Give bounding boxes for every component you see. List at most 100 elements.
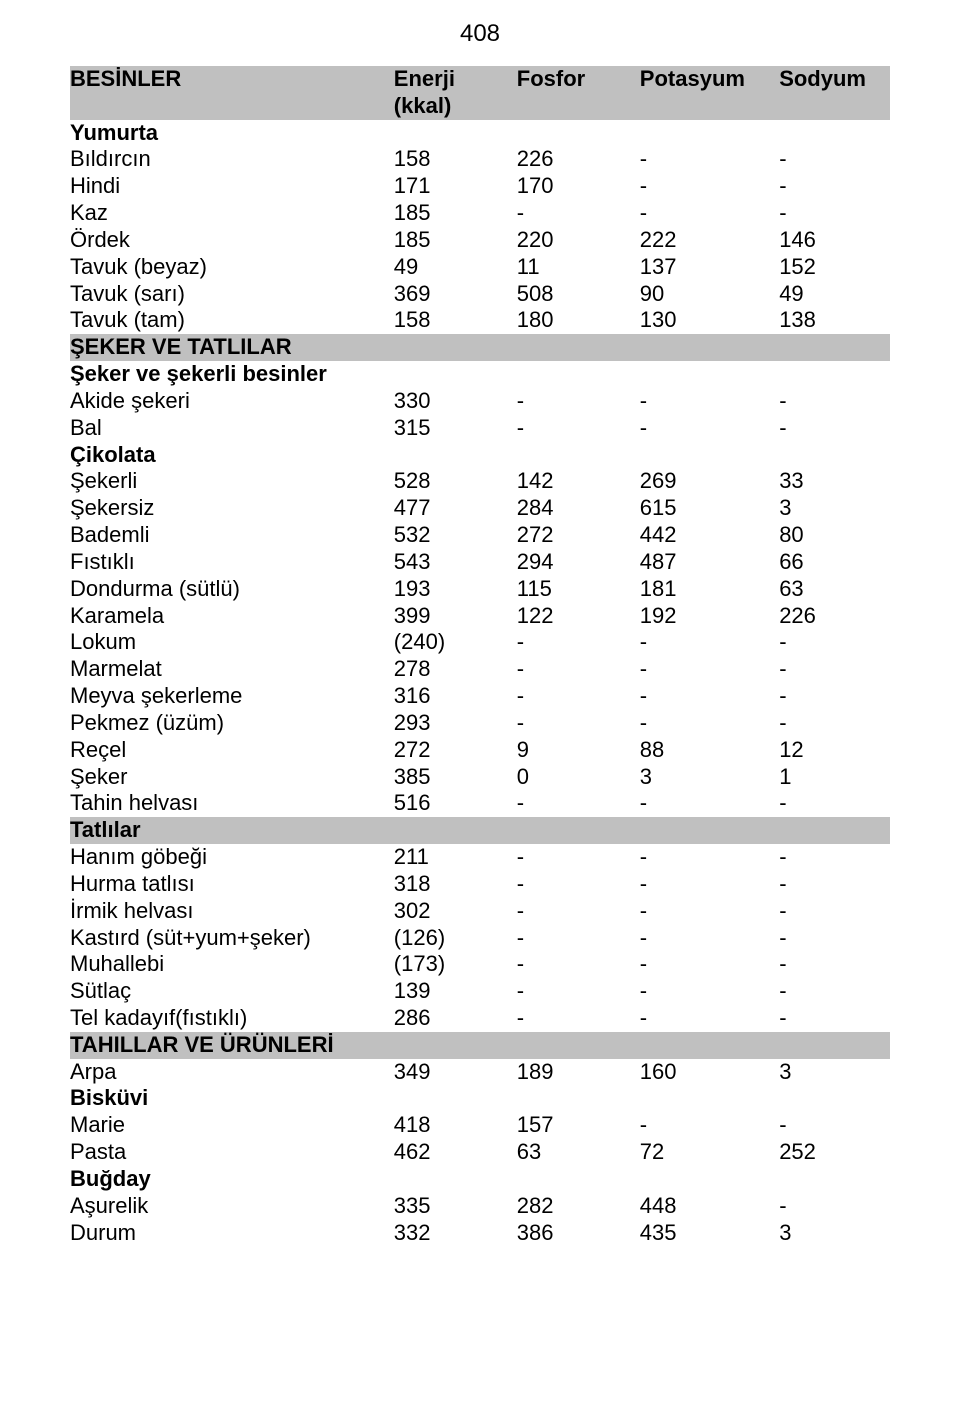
cell-c1: 418 xyxy=(390,1112,513,1139)
cell-c1: (240) xyxy=(390,629,513,656)
col-header-enerji: Enerji (kkal) xyxy=(390,66,513,120)
cell-c2: 9 xyxy=(513,737,636,764)
table-row: TAHILLAR VE ÜRÜNLERİ xyxy=(70,1032,890,1059)
cell-c3: - xyxy=(636,790,775,817)
table-row: Bademli53227244280 xyxy=(70,522,890,549)
row-label: Şekerli xyxy=(70,468,390,495)
cell-c2: 282 xyxy=(513,1193,636,1220)
cell-c3: 487 xyxy=(636,549,775,576)
cell-c1: 211 xyxy=(390,844,513,871)
cell-c4: - xyxy=(775,925,890,952)
table-row: Çikolata xyxy=(70,442,890,469)
cell-c1: 272 xyxy=(390,737,513,764)
cell-c1: 278 xyxy=(390,656,513,683)
row-label: Pekmez (üzüm) xyxy=(70,710,390,737)
cell-c3: 72 xyxy=(636,1139,775,1166)
cell-c2: - xyxy=(513,710,636,737)
table-row: Bisküvi xyxy=(70,1085,890,1112)
cell-c4: 252 xyxy=(775,1139,890,1166)
table-row: Yumurta xyxy=(70,120,890,147)
table-row: Tavuk (beyaz)4911137152 xyxy=(70,254,890,281)
cell-c3: 269 xyxy=(636,468,775,495)
row-label: Dondurma (sütlü) xyxy=(70,576,390,603)
row-label: Yumurta xyxy=(70,120,390,147)
cell-c4: 80 xyxy=(775,522,890,549)
cell-c3: 181 xyxy=(636,576,775,603)
cell-c4: - xyxy=(775,388,890,415)
cell-c4: - xyxy=(775,951,890,978)
cell-c4: - xyxy=(775,898,890,925)
cell-c2: - xyxy=(513,790,636,817)
row-label: Marie xyxy=(70,1112,390,1139)
cell-c3: 448 xyxy=(636,1193,775,1220)
cell-c3: - xyxy=(636,200,775,227)
table-row: Muhallebi(173)--- xyxy=(70,951,890,978)
cell-c1: 171 xyxy=(390,173,513,200)
table-row: Şeker ve şekerli besinler xyxy=(70,361,890,388)
cell-c4: 3 xyxy=(775,1220,890,1247)
cell-c3: 3 xyxy=(636,764,775,791)
cell-c3: 160 xyxy=(636,1059,775,1086)
table-row: Tavuk (tam)158180130138 xyxy=(70,307,890,334)
table-row: Hurma tatlısı318--- xyxy=(70,871,890,898)
table-row: Pasta4626372252 xyxy=(70,1139,890,1166)
cell-c1: 139 xyxy=(390,978,513,1005)
cell-c4: 3 xyxy=(775,495,890,522)
cell-c3: 192 xyxy=(636,603,775,630)
cell-c4: 138 xyxy=(775,307,890,334)
table-header-row: BESİNLER Enerji (kkal) Fosfor Potasyum S… xyxy=(70,66,890,120)
cell-c3: - xyxy=(636,710,775,737)
row-label: Buğday xyxy=(70,1166,390,1193)
cell-c4 xyxy=(775,817,890,844)
table-row: Ördek185220222146 xyxy=(70,227,890,254)
cell-c1: 318 xyxy=(390,871,513,898)
cell-c1 xyxy=(390,442,513,469)
cell-c2: 180 xyxy=(513,307,636,334)
table-row: Marmelat278--- xyxy=(70,656,890,683)
page-container: 408 BESİNLER Enerji (kkal) Fosfor Potasy… xyxy=(0,0,960,1246)
row-label: Bisküvi xyxy=(70,1085,390,1112)
table-row: Arpa3491891603 xyxy=(70,1059,890,1086)
cell-c4 xyxy=(775,1085,890,1112)
cell-c3: - xyxy=(636,683,775,710)
cell-c2: - xyxy=(513,683,636,710)
table-row: İrmik helvası302--- xyxy=(70,898,890,925)
table-row: Akide şekeri330--- xyxy=(70,388,890,415)
cell-c3 xyxy=(636,120,775,147)
cell-c1: 335 xyxy=(390,1193,513,1220)
row-label: Ördek xyxy=(70,227,390,254)
cell-c4: - xyxy=(775,790,890,817)
table-row: Tavuk (sarı)3695089049 xyxy=(70,281,890,308)
cell-c1: 349 xyxy=(390,1059,513,1086)
cell-c2: - xyxy=(513,844,636,871)
cell-c1: 369 xyxy=(390,281,513,308)
cell-c2: 63 xyxy=(513,1139,636,1166)
cell-c4 xyxy=(775,1032,890,1059)
cell-c4: 33 xyxy=(775,468,890,495)
cell-c4: - xyxy=(775,1112,890,1139)
cell-c1: 462 xyxy=(390,1139,513,1166)
cell-c2: - xyxy=(513,629,636,656)
row-label: Tahin helvası xyxy=(70,790,390,817)
cell-c4: - xyxy=(775,146,890,173)
cell-c2: - xyxy=(513,1005,636,1032)
cell-c1 xyxy=(390,1166,513,1193)
cell-c2: - xyxy=(513,978,636,1005)
cell-c2 xyxy=(513,1085,636,1112)
row-label: Meyva şekerleme xyxy=(70,683,390,710)
cell-c4: 49 xyxy=(775,281,890,308)
cell-c3: 90 xyxy=(636,281,775,308)
cell-c4 xyxy=(775,334,890,361)
cell-c2: 386 xyxy=(513,1220,636,1247)
cell-c2 xyxy=(513,120,636,147)
nutrition-table: BESİNLER Enerji (kkal) Fosfor Potasyum S… xyxy=(70,66,890,1246)
cell-c3: - xyxy=(636,415,775,442)
cell-c1 xyxy=(390,1032,513,1059)
cell-c2: - xyxy=(513,925,636,952)
cell-c1: (126) xyxy=(390,925,513,952)
cell-c4: - xyxy=(775,173,890,200)
table-row: Şeker385031 xyxy=(70,764,890,791)
table-row: Tel kadayıf(fıstıklı)286--- xyxy=(70,1005,890,1032)
cell-c3: - xyxy=(636,898,775,925)
cell-c1: 49 xyxy=(390,254,513,281)
